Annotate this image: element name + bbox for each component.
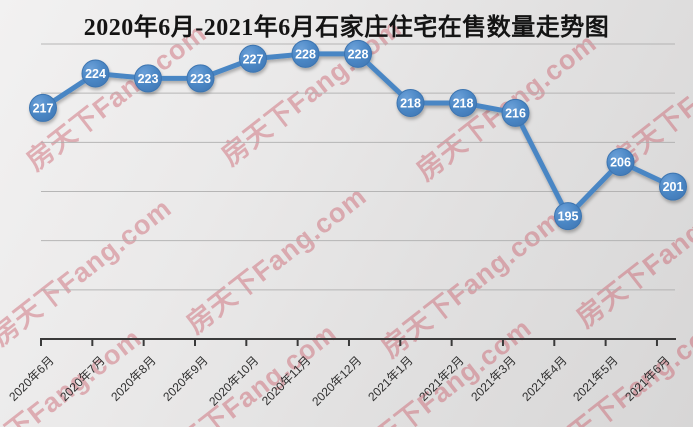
data-point-labels: 217 224 223 223 227 228 228 218 218 216 195 206 201 — [33, 47, 684, 223]
data-point-value: 224 — [85, 67, 106, 81]
chart-title: 2020年6月-2021年6月石家庄住宅在售数量走势图 — [83, 15, 610, 41]
data-point-value: 228 — [348, 47, 369, 61]
data-point-value: 228 — [295, 47, 316, 61]
data-point-marker — [186, 64, 215, 93]
data-point-value: 206 — [610, 156, 631, 170]
data-point-value: 216 — [505, 106, 526, 120]
data-point-value: 218 — [453, 97, 474, 111]
gridlines — [41, 43, 675, 291]
data-point-value: 201 — [663, 180, 684, 194]
data-point-value: 223 — [190, 72, 211, 86]
data-point-marker — [606, 148, 635, 176]
data-point-marker — [396, 89, 425, 117]
data-point-value: 195 — [558, 210, 579, 224]
data-point-value: 223 — [138, 72, 159, 86]
data-point-marker — [449, 89, 477, 117]
x-axis — [40, 338, 676, 346]
data-point-marker — [554, 202, 582, 231]
data-point-marker — [29, 93, 57, 122]
data-point-marker — [239, 44, 267, 73]
data-point-marker — [134, 64, 162, 93]
data-point-value: 218 — [400, 97, 421, 111]
data-point-value: 227 — [243, 52, 264, 66]
data-point-value: 217 — [33, 101, 54, 115]
data-point-marker — [81, 59, 110, 88]
data-series — [29, 39, 687, 231]
data-point-marker — [659, 172, 687, 201]
data-point-marker — [344, 39, 372, 68]
data-point-marker — [291, 39, 320, 68]
data-point-marker — [501, 98, 530, 127]
